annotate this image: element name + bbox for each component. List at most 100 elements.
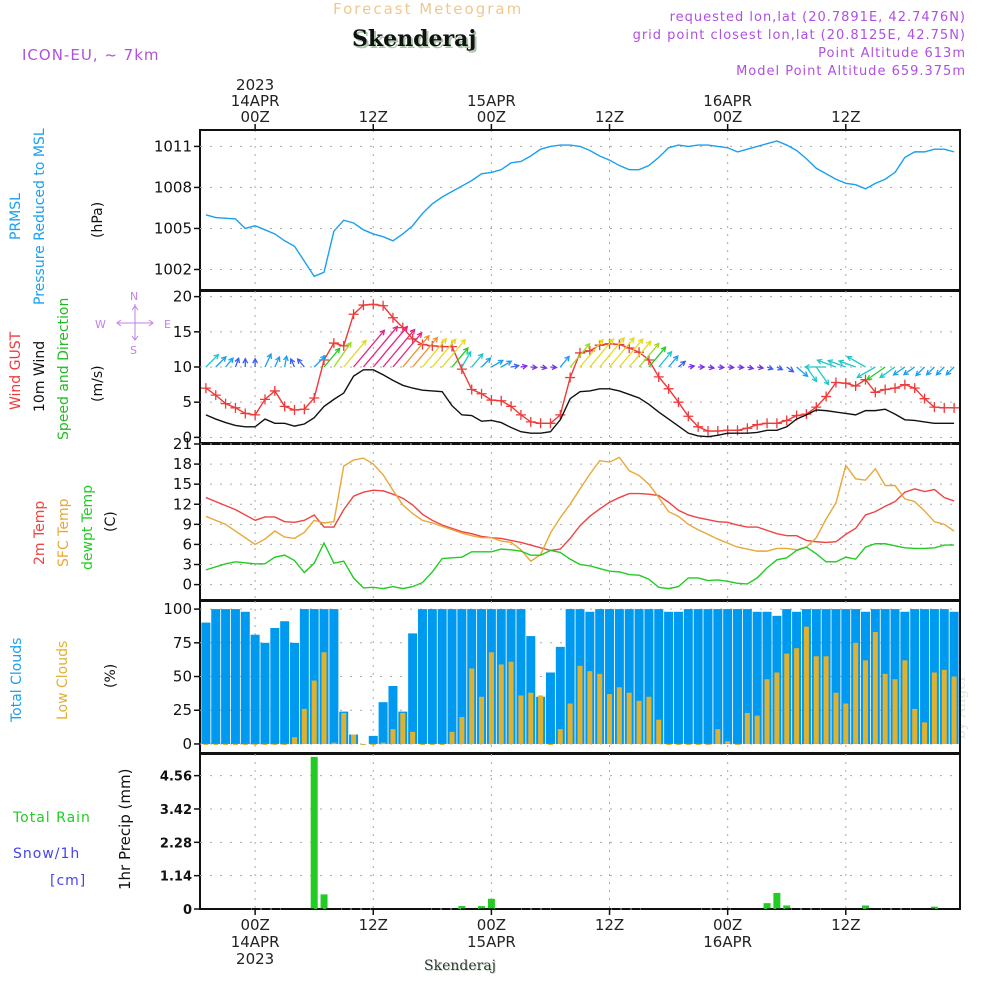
wind-arrow [727,364,735,371]
y-tick-label: 9 [182,515,192,533]
total-cloud-bar [290,642,300,744]
wind-arrow [638,342,660,368]
wind-arrow [786,366,795,373]
gust-marker [250,409,261,420]
gust-marker [506,401,517,412]
gust-marker [476,388,487,399]
total-cloud-bar [368,735,378,744]
low-cloud-bar [557,729,563,744]
bottom-tick-label: 12Z [831,916,860,934]
wind-arrow [402,334,430,368]
low-cloud-bar [784,653,790,744]
wind-arrow [915,366,926,377]
total-cloud-bar [664,611,674,744]
wind-arrow [441,338,467,368]
gust-marker [663,383,674,394]
wind-arrow [796,366,809,378]
low-cloud-bar [311,680,317,744]
total-cloud-bar [742,609,752,744]
total-cloud-bar [240,611,250,744]
total-cloud-bar [605,609,615,744]
low-cloud-bar [577,665,583,744]
low-cloud-bar [764,679,770,744]
series-line-2m-temp [205,488,955,552]
y-tick-label: 3.42 [160,803,192,818]
y-tick-label: 3 [182,556,192,574]
low-cloud-bar [675,743,681,745]
wind-arrow [569,342,591,368]
total-cloud-bar [762,611,772,744]
total-cloud-bar [408,633,418,744]
rain-bar [773,892,781,909]
top-tick-label: 12Z [595,108,624,126]
wind-arrow [925,366,935,376]
y-tick-label: 1005 [154,219,192,237]
y-tick-label: 21 [173,435,192,453]
low-cloud-bar [213,743,219,745]
wind-arrow [353,329,386,368]
total-cloud-bar [447,609,457,744]
gust-marker [338,340,349,351]
top-tick-label: 14APR [231,92,280,110]
wind-arrow [421,337,448,368]
low-cloud-bar [567,703,573,744]
wind-arrow [274,355,281,368]
gust-marker [949,402,960,413]
low-cloud-bar [203,743,209,745]
wind-arrow [510,363,521,370]
wind-arrow [846,355,866,368]
gust-marker [771,418,782,429]
rain-bar [478,906,486,909]
gust-marker [368,299,379,310]
low-cloud-bar [538,695,544,744]
wind-arrow [431,338,457,368]
compass-e: E [164,318,171,331]
gust-marker [466,384,477,395]
low-cloud-bar [853,642,859,744]
wind-arrow [698,364,706,370]
low-cloud-bar [912,708,918,744]
y-tick-label: 0 [182,735,192,753]
y-tick-label: 50 [173,668,192,686]
wind-arrow [559,355,571,368]
low-cloud-bar [754,715,760,744]
wind-arrow [282,354,289,368]
total-cloud-bar [654,609,664,744]
low-cloud-bar [282,743,288,745]
gust-marker [200,383,211,394]
wind-arrow [530,364,539,371]
y-tick-label: 15 [173,323,192,341]
wind-arrow [815,366,830,386]
gust-marker [909,383,920,394]
total-cloud-bar [201,622,211,744]
wind-arrow [589,338,615,368]
gust-marker [929,402,940,413]
low-cloud-bar [735,743,741,745]
y-tick-label: 1002 [154,260,192,278]
wind-arrow [372,325,409,368]
y-tick-label: 10 [173,358,192,376]
gust-marker [653,371,664,382]
rain-bar [310,756,318,909]
gust-marker [575,347,585,358]
wind-arrow [392,331,423,368]
low-cloud-bar [449,731,455,744]
total-cloud-bar [890,609,900,744]
low-cloud-bar [715,729,721,744]
wind-arrow [333,341,352,368]
gust-marker [279,401,290,412]
wind-arrow [540,364,548,371]
gust-marker [840,378,851,389]
low-cloud-bar [498,664,504,744]
total-cloud-bar [211,609,221,744]
total-cloud-bar [270,627,280,744]
gust-marker [427,340,438,351]
gust-marker [742,423,753,434]
wind-arrow [520,363,529,370]
low-cloud-bar [469,668,475,744]
bottom-tick-label: 00Z [713,916,742,934]
low-cloud-bar [252,743,258,745]
gust-marker [328,338,339,349]
gust-marker [535,418,546,429]
low-cloud-bar [380,742,386,744]
